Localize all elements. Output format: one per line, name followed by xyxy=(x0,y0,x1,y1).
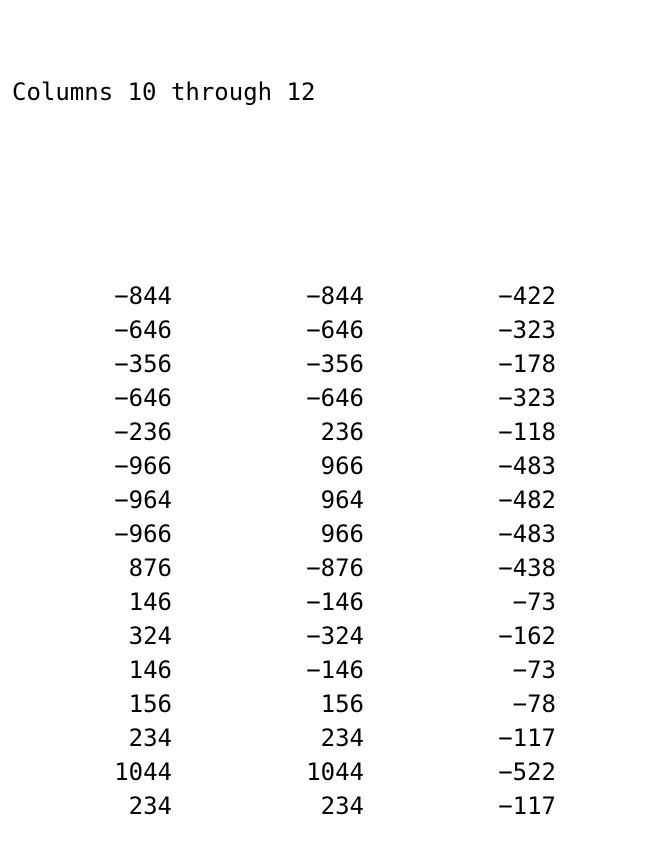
matrix-cell: 966 xyxy=(320,520,364,548)
matrix-cell: −236 xyxy=(114,418,172,446)
matrix-row: −646 −646 −323 xyxy=(12,313,652,347)
matrix-cell: −356 xyxy=(114,350,172,378)
matrix-cell: 876 xyxy=(128,554,172,582)
matrix-cell: −422 xyxy=(498,282,556,310)
matrix-cell: 146 xyxy=(128,588,172,616)
matrix-cell: −482 xyxy=(498,486,556,514)
matrix-cell: −162 xyxy=(498,622,556,650)
matrix-cell: −646 xyxy=(306,316,364,344)
matrix-row: −646 −646 −323 xyxy=(12,381,652,415)
matrix-cell: −146 xyxy=(306,588,364,616)
matrix-cell: 324 xyxy=(128,622,172,650)
matrix-cell: 1044 xyxy=(114,758,172,786)
matrix-cell: −966 xyxy=(114,452,172,480)
matrix-cell: −78 xyxy=(512,690,556,718)
matrix-cell: −646 xyxy=(114,316,172,344)
matrix-cell: −117 xyxy=(498,724,556,752)
console-output: Columns 10 through 12 −844 −844 −422 −646 −6… xyxy=(12,7,652,857)
matrix-output: −844 −844 −422 −646 −646 −323 −356 −356 −178 −646… xyxy=(12,279,652,823)
matrix-cell: −646 xyxy=(114,384,172,412)
matrix-row: −356 −356 −178 xyxy=(12,347,652,381)
matrix-row: 146 −146 −73 xyxy=(12,585,652,619)
matrix-cell: 964 xyxy=(320,486,364,514)
blank-line xyxy=(12,177,652,211)
matrix-row: −966 966 −483 xyxy=(12,517,652,551)
matrix-row: 1044 1044 −522 xyxy=(12,755,652,789)
matrix-cell: −876 xyxy=(306,554,364,582)
matrix-cell: −964 xyxy=(114,486,172,514)
matrix-cell: 234 xyxy=(128,792,172,820)
matrix-cell: −324 xyxy=(306,622,364,650)
matrix-cell: 234 xyxy=(320,724,364,752)
matrix-cell: −483 xyxy=(498,520,556,548)
matrix-cell: −646 xyxy=(306,384,364,412)
matrix-cell: −522 xyxy=(498,758,556,786)
matrix-row: −964 964 −482 xyxy=(12,483,652,517)
matrix-cell: −118 xyxy=(498,418,556,446)
matrix-cell: 234 xyxy=(128,724,172,752)
matrix-row: −966 966 −483 xyxy=(12,449,652,483)
matrix-row: 876 −876 −438 xyxy=(12,551,652,585)
matrix-cell: 236 xyxy=(320,418,364,446)
matrix-cell: 1044 xyxy=(306,758,364,786)
matrix-cell: −323 xyxy=(498,384,556,412)
matrix-row: 146 −146 −73 xyxy=(12,653,652,687)
matrix-cell: 156 xyxy=(128,690,172,718)
matrix-row: 234 234 −117 xyxy=(12,721,652,755)
matrix-cell: −73 xyxy=(512,588,556,616)
matrix-cell: −117 xyxy=(498,792,556,820)
matrix-cell: −73 xyxy=(512,656,556,684)
matrix-cell: 234 xyxy=(320,792,364,820)
matrix-cell: −438 xyxy=(498,554,556,582)
matrix-cell: −483 xyxy=(498,452,556,480)
matrix-row: 234 234 −117 xyxy=(12,789,652,823)
matrix-cell: −844 xyxy=(114,282,172,310)
matrix-row: 324 −324 −162 xyxy=(12,619,652,653)
matrix-cell: −844 xyxy=(306,282,364,310)
columns-header: Columns 10 through 12 xyxy=(12,78,316,106)
matrix-cell: −178 xyxy=(498,350,556,378)
matrix-cell: −356 xyxy=(306,350,364,378)
matrix-row: 156 156 −78 xyxy=(12,687,652,721)
matrix-cell: −323 xyxy=(498,316,556,344)
matrix-cell: 146 xyxy=(128,656,172,684)
matrix-cell: 966 xyxy=(320,452,364,480)
matrix-cell: −966 xyxy=(114,520,172,548)
matrix-cell: 156 xyxy=(320,690,364,718)
matrix-row: −844 −844 −422 xyxy=(12,279,652,313)
matrix-cell: −146 xyxy=(306,656,364,684)
matrix-row: −236 236 −118 xyxy=(12,415,652,449)
